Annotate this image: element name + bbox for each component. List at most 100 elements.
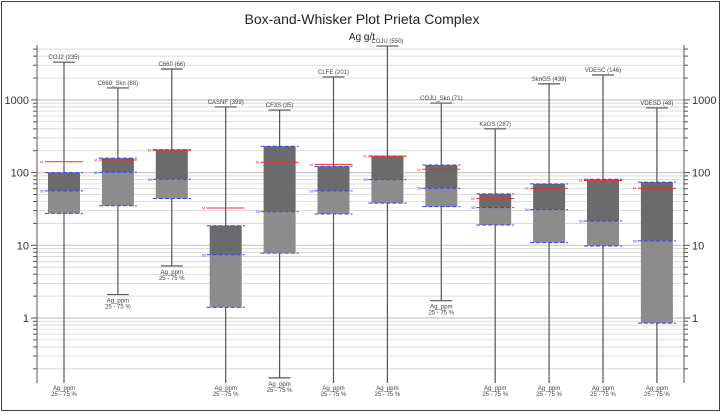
mean-marker: M bbox=[256, 160, 259, 165]
median-marker: 50 bbox=[363, 177, 368, 182]
group-caption-range: 25 - 75 % bbox=[428, 311, 454, 317]
group-label: VDESD (48) bbox=[640, 101, 673, 107]
y-tick-label-right: 1 bbox=[692, 313, 698, 325]
group-label: VDESC (146) bbox=[585, 68, 621, 74]
y-tick-label-right: 10 bbox=[692, 240, 704, 252]
group-caption: Ag_ppm bbox=[430, 305, 452, 311]
upper-box bbox=[587, 179, 619, 221]
group-caption: Ag_ppm bbox=[107, 299, 129, 305]
upper-box bbox=[425, 165, 458, 189]
lower-box bbox=[425, 188, 458, 207]
mean-marker: M bbox=[633, 186, 636, 191]
upper-box bbox=[371, 156, 404, 180]
mean-marker: M bbox=[94, 158, 97, 163]
lower-box bbox=[263, 211, 296, 254]
group-caption: Ag_ppm bbox=[215, 386, 237, 392]
upper-box bbox=[101, 158, 134, 173]
group-label: C660_Skn (88) bbox=[98, 81, 138, 87]
axes: 1 1 10 10 100 100 1000 1000 bbox=[5, 45, 716, 383]
median-marker: 50 bbox=[633, 238, 638, 243]
median-marker: 50 bbox=[94, 170, 99, 175]
group-caption: Ag_ppm bbox=[646, 386, 668, 392]
mean-marker: M bbox=[579, 178, 582, 183]
group-caption-range: 25 - 75 % bbox=[267, 388, 293, 394]
y-tick-label-left: 10 bbox=[17, 240, 29, 252]
group-label: CF3S (35) bbox=[266, 103, 294, 109]
median-marker: 50 bbox=[579, 218, 584, 223]
group-caption-range: 25 - 75 % bbox=[159, 276, 185, 282]
lower-box bbox=[640, 240, 673, 324]
mean-marker: M bbox=[525, 186, 528, 191]
group-caption: Ag_ppm bbox=[484, 386, 506, 392]
upper-box bbox=[640, 182, 673, 241]
upper-box bbox=[155, 149, 188, 180]
mean-marker: M bbox=[417, 167, 420, 172]
chart-subtitle: Ag g/t bbox=[349, 32, 375, 43]
group-caption: Ag_ppm bbox=[376, 386, 398, 392]
y-tick-label-left: 100 bbox=[11, 168, 29, 180]
group-caption-range: 25 - 75 % bbox=[644, 392, 670, 398]
group-caption-range: 25 - 75 % bbox=[482, 392, 508, 398]
y-tick-label-right: 100 bbox=[692, 168, 710, 180]
group-label: C660 (66) bbox=[158, 62, 185, 68]
lower-box bbox=[317, 190, 350, 214]
group-caption-range: 25 - 75 % bbox=[105, 305, 131, 311]
group-caption: Ag_ppm bbox=[538, 386, 560, 392]
group-caption-range: 25 - 75 % bbox=[51, 392, 77, 398]
group-label: COJU (550) bbox=[371, 39, 403, 45]
group-caption-range: 25 - 75 % bbox=[375, 392, 401, 398]
group-caption: Ag_ppm bbox=[592, 386, 614, 392]
lower-box bbox=[209, 254, 242, 308]
upper-box bbox=[209, 225, 242, 255]
mean-marker: M bbox=[40, 159, 43, 164]
group-caption-range: 25 - 75 % bbox=[536, 392, 562, 398]
lower-box bbox=[587, 220, 619, 246]
median-marker: 50 bbox=[202, 252, 207, 257]
lower-box bbox=[371, 179, 404, 204]
median-marker: 50 bbox=[40, 188, 45, 193]
lower-box bbox=[479, 207, 512, 226]
mean-marker: M bbox=[363, 154, 366, 159]
median-marker: 50 bbox=[471, 205, 476, 210]
group-caption: Ag_ppm bbox=[322, 386, 344, 392]
y-tick-label-right: 1000 bbox=[692, 95, 716, 107]
mean-marker: M bbox=[310, 162, 313, 167]
group-label: COJ2 (235) bbox=[48, 55, 79, 61]
median-marker: 50 bbox=[525, 207, 530, 212]
upper-box bbox=[48, 172, 80, 191]
group-caption: Ag_ppm bbox=[268, 382, 290, 388]
group-caption-range: 25 - 75 % bbox=[590, 392, 616, 398]
grid-lines bbox=[37, 48, 684, 370]
mean-marker: M bbox=[148, 148, 151, 153]
y-tick-label-left: 1000 bbox=[5, 95, 29, 107]
upper-box bbox=[317, 166, 350, 191]
upper-box bbox=[263, 146, 296, 212]
median-marker: 50 bbox=[148, 177, 153, 182]
median-marker: 50 bbox=[417, 186, 422, 191]
group-label: KaGS (287) bbox=[479, 122, 511, 128]
mean-marker: M bbox=[471, 196, 474, 201]
chart-title: Box-and-Whisker Plot Prieta Complex bbox=[245, 11, 480, 27]
lower-box bbox=[101, 172, 134, 206]
group-label: CLFE (201) bbox=[318, 70, 349, 76]
mean-marker: M bbox=[202, 205, 205, 210]
group-label: CASNF (399) bbox=[208, 100, 244, 106]
lower-box bbox=[48, 190, 80, 214]
group-caption-range: 25 - 75 % bbox=[321, 392, 347, 398]
group-caption: Ag_ppm bbox=[53, 386, 75, 392]
y-tick-label-left: 1 bbox=[23, 313, 29, 325]
median-marker: 50 bbox=[310, 188, 315, 193]
group-caption-range: 25 - 75 % bbox=[213, 392, 239, 398]
